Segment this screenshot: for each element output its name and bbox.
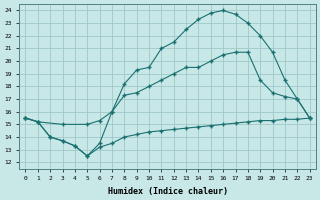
X-axis label: Humidex (Indice chaleur): Humidex (Indice chaleur) bbox=[108, 187, 228, 196]
